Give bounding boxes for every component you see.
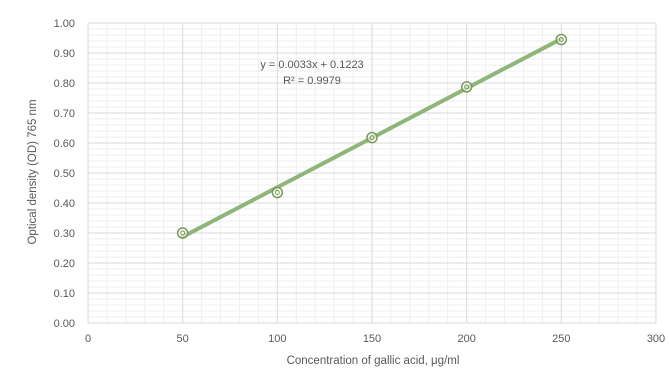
data-point-center [180,230,186,236]
data-point [176,227,189,239]
y-tick-labels: 0.00 0.10 0.20 0.30 0.40 0.50 0.60 0.70 0.80 0.90… [54,18,75,330]
data-point [271,186,284,199]
data-point-center [369,135,375,141]
data-point [366,131,378,144]
y-tick-label: 0.80 [54,78,75,90]
x-tick-label: 50 [177,333,189,345]
data-point-center [274,190,280,195]
y-tick-label: 0.90 [54,48,75,60]
x-tick-label: 250 [552,333,570,345]
y-tick-label: 0.40 [54,198,75,210]
x-tick-label: 150 [363,333,381,345]
x-tick-label: 200 [457,333,475,345]
data-points [176,33,568,239]
data-point-center [464,84,470,90]
data-point [555,33,568,46]
data-point-center [558,37,564,42]
x-tick-label: 300 [647,333,665,345]
y-tick-label: 0.00 [54,318,75,330]
y-tick-label: 1.00 [54,18,75,30]
equation-annotation: y = 0.0033x + 0.1223 [260,59,363,71]
r-squared-annotation: R² = 0.9979 [283,75,341,87]
data-point [460,81,473,93]
x-axis-label: Concentration of gallic acid, μg/ml [287,355,460,367]
x-tick-label: 100 [268,333,286,345]
y-tick-label: 0.20 [54,258,75,270]
x-tick-labels: 0 50 100 150 200 250 300 [85,333,665,345]
y-tick-label: 0.30 [54,228,75,240]
grid [87,22,657,324]
y-tick-label: 0.10 [54,288,75,300]
y-tick-label: 0.50 [54,168,75,180]
y-tick-label: 0.70 [54,108,75,120]
x-tick-label: 0 [85,333,91,345]
y-tick-label: 0.60 [54,138,75,150]
y-axis-label: Optical density (OD) 765 nm [27,99,39,244]
